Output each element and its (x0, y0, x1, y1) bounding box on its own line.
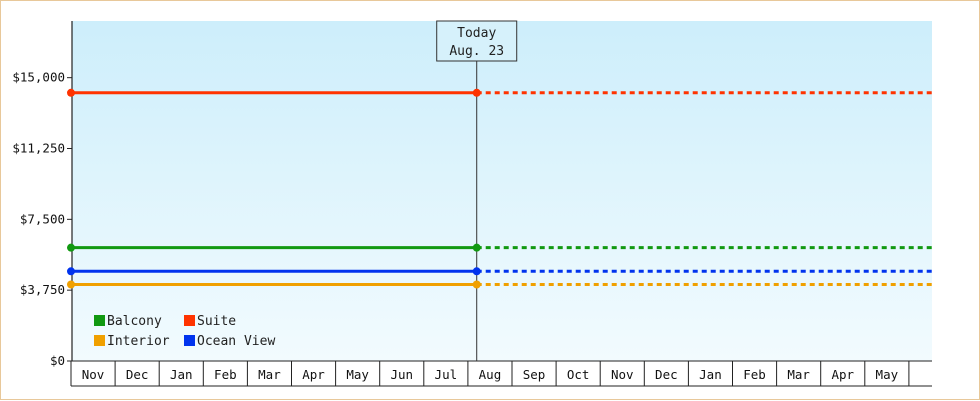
today-label: Today (457, 26, 496, 41)
x-tick-label: Feb (743, 367, 766, 382)
legend-swatch-suite (184, 315, 195, 326)
x-tick-label: Dec (655, 367, 678, 382)
today-box (436, 20, 518, 62)
legend-swatch-balcony (94, 315, 105, 326)
x-tick-label: Aug (479, 367, 502, 382)
x-tick-label: Apr (302, 367, 325, 382)
plot-background (72, 21, 932, 361)
y-tick-label: $0 (50, 353, 65, 368)
y-axis: $0 $3,750 $7,500 $11,250 $15,000 (12, 21, 73, 368)
legend: Balcony Suite Interior Ocean View (94, 314, 275, 349)
series-point-interior (67, 280, 75, 289)
today-marker: Today Aug. 23 (436, 20, 518, 361)
x-tick-label: Mar (258, 367, 281, 382)
x-tick-label: Nov (82, 367, 105, 382)
y-tick-label: $7,500 (20, 211, 65, 226)
x-tick-label: Jan (699, 367, 722, 382)
x-tick-label: Mar (787, 367, 810, 382)
today-date: Aug. 23 (449, 44, 504, 59)
series-point-suite (472, 88, 481, 97)
x-tick-label: Apr (831, 367, 854, 382)
x-tick-label: Feb (214, 367, 237, 382)
y-tick-label: $11,250 (12, 141, 65, 156)
x-tick-label: Jun (390, 367, 413, 382)
series-point-ocean-view (472, 267, 481, 276)
series-point-balcony (67, 243, 75, 252)
series-group (67, 88, 932, 289)
x-tick-label: Nov (611, 367, 634, 382)
legend-swatch-interior (94, 335, 105, 346)
x-tick-label: May (346, 367, 369, 382)
series-point-interior (472, 280, 481, 289)
legend-label-ocean-view: Ocean View (197, 334, 275, 349)
x-axis: Nov Dec Jan Feb Mar Apr May Jun Jul Aug Sep Oct Nov D… (70, 360, 932, 387)
series-point-suite (67, 88, 75, 97)
x-tick-label: Jul (435, 367, 458, 382)
y-tick-label: $3,750 (20, 282, 65, 297)
y-tick-label: $15,000 (12, 70, 65, 85)
legend-swatch-ocean-view (184, 335, 195, 346)
legend-label-interior: Interior (107, 334, 170, 349)
legend-label-suite: Suite (197, 314, 236, 329)
legend-label-balcony: Balcony (107, 314, 162, 329)
x-tick-label: Jan (170, 367, 193, 382)
x-tick-label: Sep (523, 367, 546, 382)
x-tick-label: May (876, 367, 899, 382)
x-tick-label: Oct (567, 367, 590, 382)
x-tick-label: Dec (126, 367, 149, 382)
series-point-ocean-view (67, 267, 75, 276)
series-point-balcony (472, 243, 481, 252)
